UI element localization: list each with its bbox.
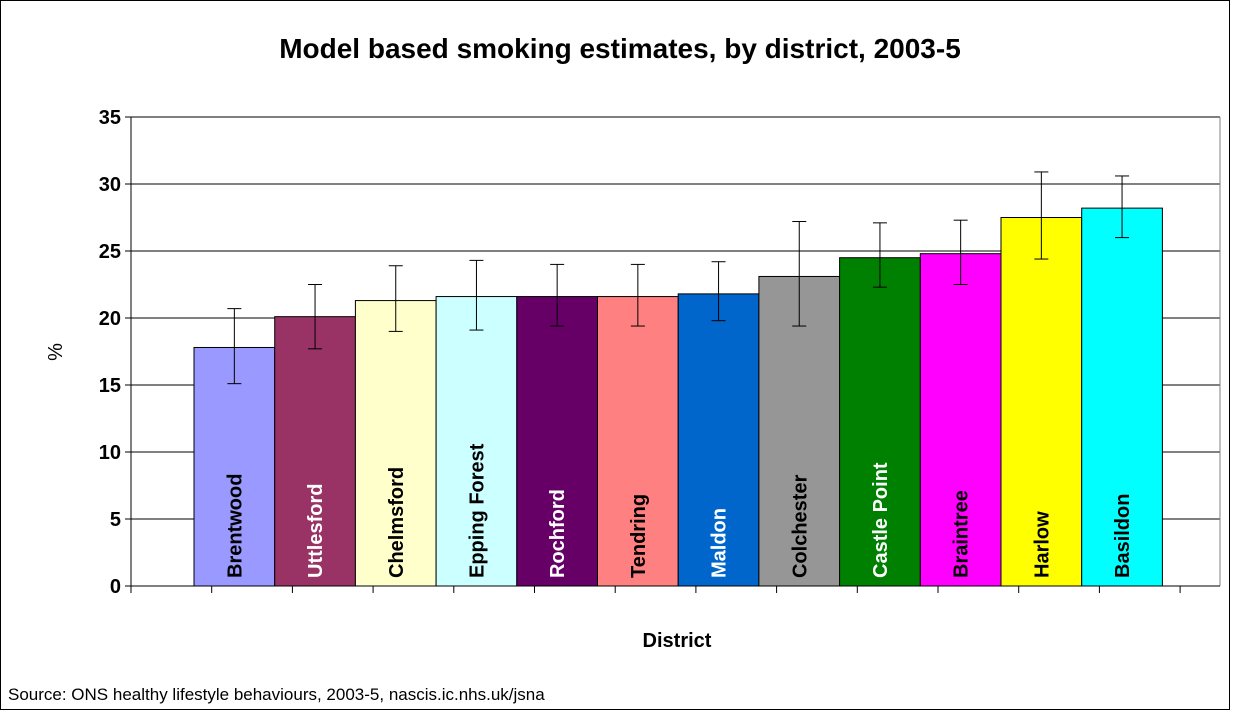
bar-category-label: Harlow — [1031, 511, 1053, 578]
bar — [1000, 217, 1083, 587]
bar — [516, 296, 598, 587]
bar — [435, 296, 518, 587]
plot-area: 0 5 10 15 20 25 30 35 Brentwood Uttlesford Chelmsf… — [99, 107, 1221, 598]
bar — [839, 257, 921, 587]
bar — [1081, 207, 1163, 587]
bar-category-label: Castle Point — [870, 462, 892, 578]
bar-category-label: Tendring — [628, 494, 650, 578]
bar-category-label: Maldon — [709, 508, 731, 578]
x-axis-label: District — [643, 630, 712, 652]
y-axis-label: % — [45, 343, 67, 361]
bar-category-label: Chelmsford — [386, 467, 408, 578]
y-tick-label: 10 — [99, 442, 121, 464]
bar — [758, 275, 841, 587]
bar — [597, 296, 679, 587]
y-tick-label: 30 — [99, 174, 121, 196]
y-tick-label: 5 — [110, 509, 121, 531]
bar-category-label: Braintree — [951, 490, 973, 578]
bar — [919, 253, 1002, 587]
y-tick-label: 20 — [99, 308, 121, 330]
chart-title: Model based smoking estimates, by distri… — [279, 33, 961, 64]
bar-category-label: Basildon — [1112, 494, 1134, 578]
y-tick-label: 15 — [99, 375, 121, 397]
y-tick-label: 25 — [99, 241, 121, 263]
bar-category-label: Brentwood — [224, 474, 246, 578]
bar-category-label: Epping Forest — [466, 443, 488, 578]
y-tick-label: 0 — [110, 576, 121, 598]
bar — [274, 316, 356, 587]
bar-category-label: Rochford — [547, 489, 569, 578]
bar-category-label: Colchester — [789, 474, 811, 578]
bar-category-label: Uttlesford — [305, 484, 327, 578]
source-note: Source: ONS healthy lifestyle behaviours… — [8, 685, 545, 704]
y-tick-label: 35 — [99, 107, 121, 129]
bar — [677, 293, 760, 587]
